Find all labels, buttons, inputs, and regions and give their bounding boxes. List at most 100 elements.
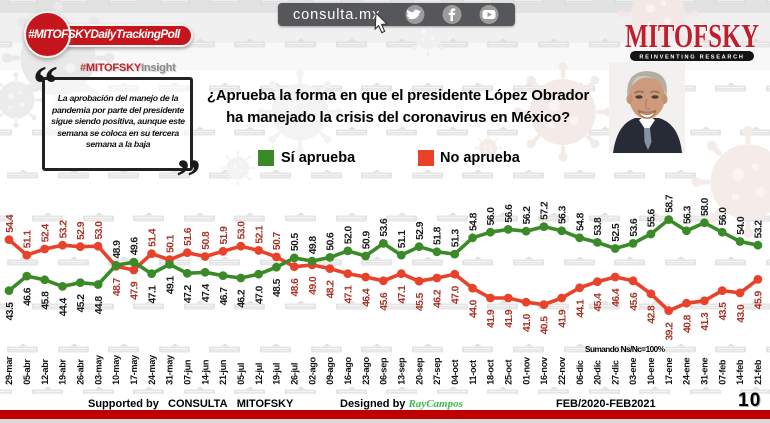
svg-text:05-abr: 05-abr [22,359,32,385]
svg-text:06-sep: 06-sep [379,357,389,385]
svg-text:54.8: 54.8 [468,212,479,231]
svg-text:50.7: 50.7 [272,231,283,250]
svg-text:43.5: 43.5 [5,302,16,321]
svg-text:50.5: 50.5 [290,232,301,251]
svg-text:58.0: 58.0 [700,197,711,216]
svg-text:24-may: 24-may [147,354,157,385]
svg-text:49.0: 49.0 [308,276,319,295]
svg-text:22-nov: 22-nov [557,356,567,385]
svg-text:03-may: 03-may [93,354,103,385]
svg-text:47.9: 47.9 [130,281,141,300]
svg-text:14-jun: 14-jun [200,360,210,385]
svg-text:Sumando Ns/Nc=100%: Sumando Ns/Nc=100% [585,345,666,354]
svg-text:25-oct: 25-oct [503,360,513,385]
svg-text:52.0: 52.0 [344,225,355,244]
svg-text:16-nov: 16-nov [539,356,549,385]
svg-text:07-jun: 07-jun [183,360,193,385]
svg-text:27-dic: 27-dic [610,360,620,385]
svg-text:54.4: 54.4 [5,214,16,233]
svg-text:46.2: 46.2 [237,289,248,308]
svg-text:50.8: 50.8 [201,231,212,250]
svg-text:46.2: 46.2 [433,289,444,308]
svg-text:47.1: 47.1 [344,285,355,304]
svg-text:24-ene: 24-ene [682,358,692,385]
svg-text:42.8: 42.8 [647,305,658,324]
svg-text:55.6: 55.6 [647,209,658,228]
svg-text:43.0: 43.0 [736,304,747,323]
svg-text:49.6: 49.6 [130,237,141,256]
svg-text:46.4: 46.4 [611,288,622,307]
svg-text:12-jul: 12-jul [254,363,264,385]
svg-text:51.1: 51.1 [397,230,408,249]
svg-text:45.4: 45.4 [593,293,604,312]
svg-text:53.2: 53.2 [58,220,69,239]
svg-text:53.0: 53.0 [94,221,105,240]
svg-text:56.2: 56.2 [522,206,533,225]
svg-text:45.9: 45.9 [754,291,765,310]
svg-text:20-dic: 20-dic [593,360,603,385]
svg-text:45.5: 45.5 [415,292,426,311]
svg-text:57.2: 57.2 [540,201,551,220]
svg-text:53.0: 53.0 [237,221,248,240]
svg-text:47.2: 47.2 [183,284,194,303]
svg-text:52.4: 52.4 [41,224,52,243]
svg-text:49.1: 49.1 [165,276,176,295]
svg-text:REINVENTING RESEARCH: REINVENTING RESEARCH [639,54,744,60]
svg-text:19-jul: 19-jul [272,363,282,385]
svg-text:51.3: 51.3 [451,229,462,248]
svg-text:52.5: 52.5 [611,223,622,242]
svg-text:53.6: 53.6 [379,218,390,237]
svg-text:26-abr: 26-abr [76,359,86,385]
svg-text:27-sep: 27-sep [432,357,442,385]
svg-text:41.9: 41.9 [558,309,569,328]
svg-text:52.9: 52.9 [415,221,426,240]
svg-text:44.1: 44.1 [575,299,586,318]
svg-text:48.9: 48.9 [112,240,123,259]
svg-text:31-may: 31-may [165,354,175,385]
svg-text:53.2: 53.2 [754,220,765,239]
svg-text:29-mar: 29-mar [4,356,14,385]
svg-text:41.3: 41.3 [700,312,711,331]
svg-text:56.3: 56.3 [682,205,693,224]
svg-text:48.6: 48.6 [290,278,301,297]
svg-text:47.1: 47.1 [397,285,408,304]
svg-text:10-may: 10-may [111,354,121,385]
svg-text:47.1: 47.1 [147,285,158,304]
svg-text:39.2: 39.2 [665,322,676,341]
svg-text:46.7: 46.7 [219,287,230,306]
svg-text:46.4: 46.4 [361,288,372,307]
svg-text:46.6: 46.6 [23,287,34,306]
svg-text:48.7: 48.7 [112,277,123,296]
svg-text:48.5: 48.5 [272,278,283,297]
svg-text:10-ene: 10-ene [646,358,656,385]
svg-text:54.8: 54.8 [575,212,586,231]
svg-text:07-feb: 07-feb [717,359,727,385]
svg-text:48.2: 48.2 [326,280,337,299]
svg-text:44.0: 44.0 [468,299,479,318]
svg-text:19-abr: 19-abr [58,359,68,385]
svg-text:01-nov: 01-nov [521,356,531,385]
svg-text:16-ago: 16-ago [343,357,353,385]
svg-text:MITOFSKY: MITOFSKY [625,18,759,55]
svg-text:49.8: 49.8 [308,236,319,255]
svg-text:52.1: 52.1 [254,225,265,244]
svg-text:47.0: 47.0 [254,285,265,304]
svg-text:56.3: 56.3 [558,205,569,224]
svg-text:51.9: 51.9 [219,226,230,245]
svg-text:56.0: 56.0 [718,207,729,226]
svg-text:17-may: 17-may [129,354,139,385]
svg-text:58.7: 58.7 [665,194,676,213]
svg-text:52.9: 52.9 [76,221,87,240]
svg-text:12-abr: 12-abr [40,359,50,385]
svg-text:51.1: 51.1 [23,230,34,249]
svg-text:20-sep: 20-sep [414,357,424,385]
svg-text:26-jul: 26-jul [290,363,300,385]
svg-text:18-oct: 18-oct [486,360,496,385]
svg-text:21-jun: 21-jun [218,360,228,385]
svg-text:50.6: 50.6 [326,232,337,251]
svg-text:11-oct: 11-oct [468,360,478,385]
svg-text:51.6: 51.6 [183,227,194,246]
svg-text:21-feb: 21-feb [753,359,763,385]
svg-text:56.0: 56.0 [486,207,497,226]
svg-text:41.9: 41.9 [486,309,497,328]
